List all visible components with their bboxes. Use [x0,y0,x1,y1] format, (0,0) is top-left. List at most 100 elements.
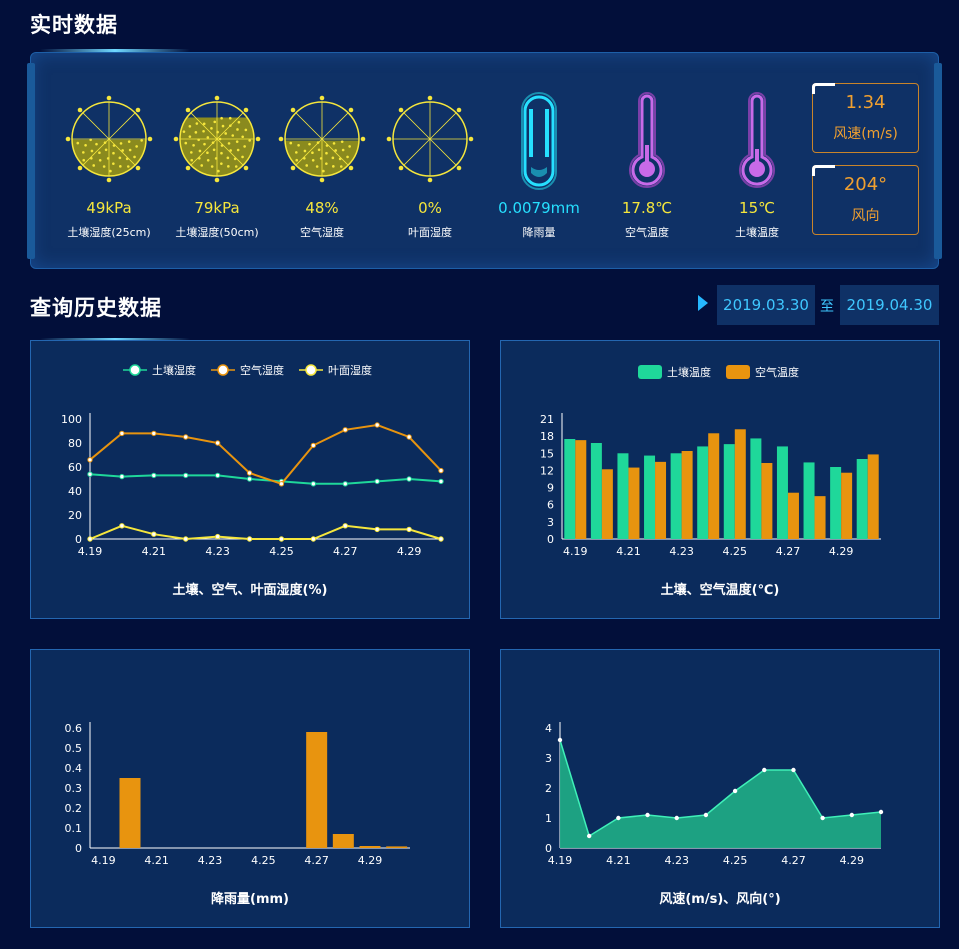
series-area [560,740,881,848]
gauge-bead [77,107,83,113]
series-line [89,473,442,485]
gauge-dot [317,148,321,152]
legend-swatch [726,365,750,379]
gauge-bead [398,165,404,171]
legend-label: 空气湿度 [240,363,284,377]
air-temp-value: 17.8℃ [621,199,673,217]
legend-item: 叶面湿度 [299,363,372,377]
bar [386,846,408,848]
data-point [310,442,317,449]
gauge-bead [243,165,249,171]
gauge-dot [203,142,206,146]
bar [681,451,693,539]
gauge-spoke [82,112,110,140]
gauge-dot [202,129,205,133]
y-tick-label: 60 [68,461,82,474]
gauge-spoke [216,138,244,166]
wind-direction-label: 风向 [851,208,880,224]
gauge-spoke [321,138,349,166]
wind-area-chart: 0 1 2 3 4 4.19 4.21 4.23 4.25 4.27 4.29 [545,722,884,867]
data-point [645,812,650,818]
bar [841,472,853,539]
gauge-dial-icon [173,95,261,183]
gauge-soil-humidity-50: 79kPa 土壤湿度(50cm) [167,89,267,249]
data-point [374,526,380,533]
humidity-chart-panel: 0 20 40 60 80 100 4.19 4.21 4.23 4.25 4.27 4.29 土壤湿度… [30,340,470,619]
panel-edge-left [27,63,35,259]
x-tick-label: 4.21 [606,854,631,867]
gauge-spoke [295,138,323,166]
corner-accent [812,165,835,176]
y-tick-label: 0 [545,842,552,855]
gauge-dot [311,151,314,154]
thermometer-icon [739,92,775,188]
data-point [438,536,444,542]
y-tick-label: 0 [75,842,82,855]
temperature-bar-chart: 0 3 6 9 12 15 18 21 4.19 4.21 4.23 4.25 4.27 4.29 土壤温度… [540,365,881,558]
start-date-input[interactable]: 2019.03.30 [717,285,815,325]
bar [359,846,381,848]
gauge-dot [140,139,143,142]
rainfall-bar-chart: 0 0.1 0.2 0.3 0.4 0.5 0.6 4.19 4.21 4.23 4.25 4.27 4… [65,722,410,867]
gauge-dot [241,155,244,159]
gauge-dot [95,142,98,146]
y-tick-label: 0.6 [65,722,83,735]
data-point [246,470,253,476]
temperature-chart-panel: 0 3 6 9 12 15 18 21 4.19 4.21 4.23 4.25 4.27 4.29 土壤温度… [500,340,940,619]
data-point [849,812,855,818]
legend-marker [129,364,141,376]
gauge-bead [185,107,191,113]
gauge-dot [121,149,124,152]
legend-item: 土壤温度 [638,365,711,379]
gauge-dot [220,162,223,165]
chart-title: 土壤、空气温度(℃) [660,583,780,598]
data-point [703,812,709,818]
data-point [342,427,348,433]
bar [856,459,868,539]
data-point [214,472,221,479]
gauge-dot [227,142,231,145]
data-point [310,536,317,542]
legend-label: 土壤温度 [667,365,711,379]
gauge-dot [341,148,345,152]
x-tick-label: 4.21 [144,854,169,867]
y-tick-label: 1 [545,812,552,825]
end-date-input[interactable]: 2019.04.30 [840,285,939,325]
y-tick-label: 100 [61,413,82,426]
x-tick-label: 4.29 [358,854,383,867]
gauge-dot [206,158,210,162]
data-point [278,481,285,487]
humidity-line-chart: 0 20 40 60 80 100 4.19 4.21 4.23 4.25 4.27 4.29 土壤湿度… [61,363,444,558]
gauge-dot [202,122,206,126]
gauge-dot [236,128,239,131]
title-glow-divider [40,49,190,52]
air-temp-gauge: 17.8℃ 空气温度 [597,89,697,249]
data-point [278,536,285,542]
x-tick-label: 4.25 [723,545,748,558]
x-tick-label: 4.19 [78,545,103,558]
gauge-bead [243,107,249,113]
bar [750,438,762,539]
play-arrow-icon [698,295,708,311]
y-tick-label: 9 [547,482,554,495]
data-point [151,472,157,479]
data-point [87,536,93,542]
gauge-spoke [216,112,244,140]
gauge-bead [214,177,220,183]
gauge-dot [295,151,298,154]
data-point [342,481,348,487]
gauge-dot [98,151,101,154]
data-point [87,471,93,477]
wind-chart-panel: 0 1 2 3 4 4.19 4.21 4.23 4.25 4.27 4.29 风速(m/s)、风向… [500,649,940,928]
gauge-dot [228,116,232,120]
y-tick-label: 15 [540,447,554,460]
x-tick-label: 4.21 [142,545,167,558]
series-line [89,524,442,541]
gauge-bead [255,136,261,142]
legend-label: 叶面湿度 [328,363,372,377]
gauge-air-humidity: 48% 空气湿度 [272,89,372,249]
gauge-dot [227,165,230,168]
gauge-dot [332,142,336,145]
rain-value: 0.0079mm [498,199,580,217]
gauge-bead [106,177,112,183]
